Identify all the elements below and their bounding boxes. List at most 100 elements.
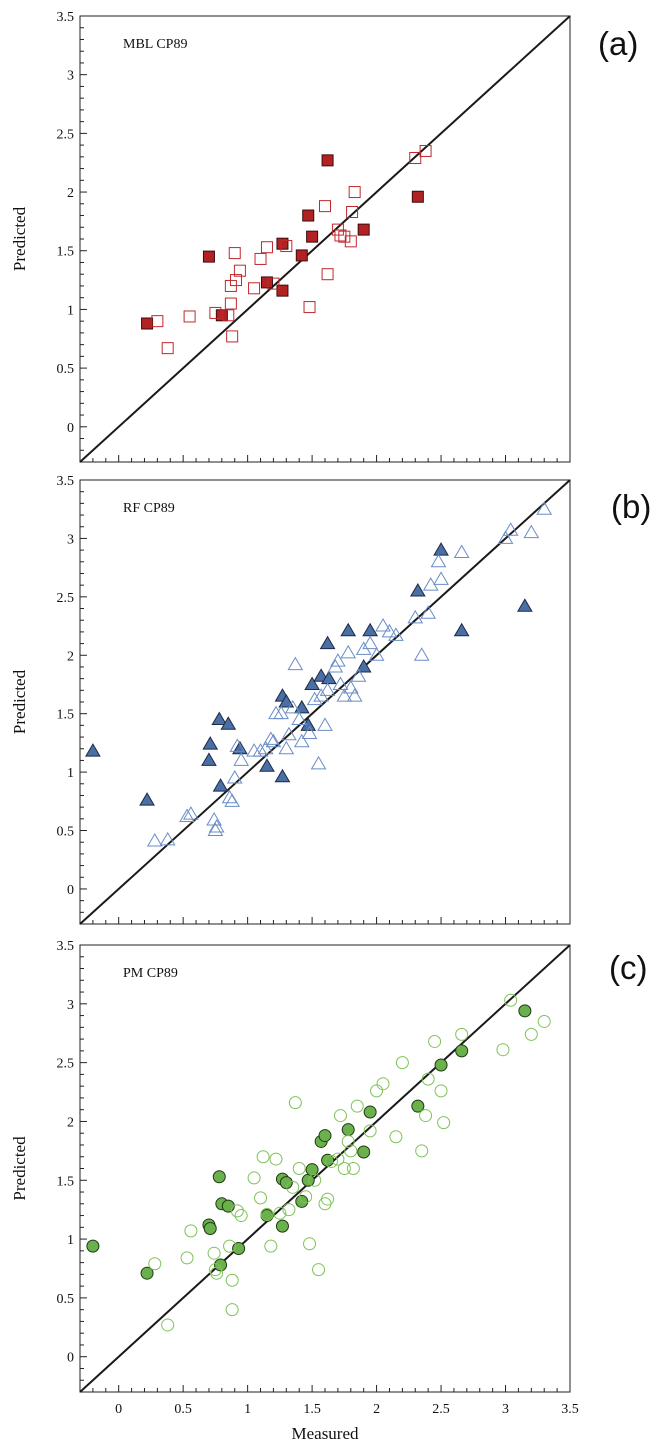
filled-triangle-point [319,635,336,650]
open-circle-point [333,1109,347,1123]
open-triangle-point [252,743,269,757]
x-axis-label: Measured [291,1424,359,1443]
filled-triangle-point [274,768,291,783]
y-tick-label: 0 [67,421,74,436]
filled-circle-point [518,1004,532,1018]
filled-square-point [302,209,315,222]
x-tick-label: 1 [244,1402,251,1417]
open-triangle-point [536,501,553,515]
filled-triangle-point [516,598,533,612]
filled-circle-point [411,1099,425,1113]
open-circle-point [331,1152,345,1166]
open-circle-point [389,1130,403,1144]
panel-annotation: PM CP89 [123,966,178,981]
open-circle-point [264,1239,278,1253]
filled-square-point [357,223,370,236]
filled-circle-point [275,1219,289,1233]
open-triangle-point [278,740,295,755]
open-square-point [222,309,235,322]
open-square-point [303,301,316,314]
open-triangle-point [523,524,540,539]
open-circle-point [308,1173,322,1187]
y-tick-label: 3 [67,998,74,1013]
open-circle-point [299,1190,313,1204]
open-circle-point [312,1263,326,1277]
x-tick-label: 3.5 [561,1402,579,1417]
open-circle-point [428,1034,442,1048]
filled-circle-point [203,1221,217,1235]
open-circle-point [254,1191,268,1205]
open-circle-point [303,1237,317,1251]
open-circle-point [210,1266,224,1280]
filled-circle-point [357,1145,371,1159]
y-axis-label: Predicted [10,206,29,271]
open-triangle-point [310,755,327,770]
open-triangle-point [233,752,250,766]
open-triangle-point [453,544,470,558]
open-circle-point [318,1197,332,1211]
open-circle-point [341,1134,355,1148]
open-triangle-point [226,769,243,784]
open-circle-point [321,1192,335,1206]
open-circle-point [346,1162,360,1175]
y-tick-label: 2 [67,649,74,664]
panel-annotation: MBL CP89 [123,37,187,52]
open-circle-point [344,1144,358,1158]
open-square-point [321,268,334,281]
open-triangle-point [413,647,430,661]
open-triangle-point [224,793,241,807]
open-square-point [254,252,267,265]
open-circle-point [288,1096,302,1110]
x-tick-label: 0 [115,1402,122,1417]
filled-triangle-point [259,758,275,772]
y-tick-label: 1 [67,766,74,781]
filled-square-point [276,284,289,297]
filled-square-point [215,309,228,322]
filled-circle-point [455,1044,469,1058]
y-tick-label: 1 [67,1233,74,1248]
open-circle-point [184,1224,198,1238]
open-circle-point [537,1014,551,1028]
filled-square-point [306,230,319,243]
filled-circle-point [279,1176,293,1190]
filled-circle-point [212,1170,226,1184]
x-tick-label: 0.5 [174,1402,192,1417]
filled-triangle-point [139,792,155,806]
open-triangle-point [146,833,163,847]
open-circle-point [524,1027,538,1041]
y-axis-label: Predicted [10,669,29,734]
open-circle-point [455,1027,469,1041]
panel-label-c: (c) [609,949,648,986]
identity-line [79,479,571,925]
open-triangle-point [179,808,195,823]
y-tick-label: 3 [67,532,74,547]
open-triangle-point [319,682,336,696]
open-circle-point [207,1246,221,1260]
filled-circle-point [434,1058,448,1072]
open-circle-point [496,1043,510,1057]
x-tick-label: 2.5 [432,1402,450,1417]
open-circle-point [292,1162,306,1175]
open-triangle-point [350,668,367,682]
filled-square-point [321,154,334,167]
filled-circle-point [363,1105,377,1119]
filled-circle-point [221,1199,235,1213]
open-triangle-point [375,618,391,632]
open-square-point [248,282,261,295]
open-circle-point [324,1154,338,1168]
open-circle-point [260,1207,274,1221]
x-tick-label: 3 [502,1402,509,1417]
filled-triangle-point [293,699,310,714]
open-circle-point [350,1099,364,1113]
open-square-point [280,240,293,253]
open-circle-point [225,1273,239,1287]
y-tick-label: 2 [67,186,74,201]
open-circle-point [269,1152,283,1166]
filled-circle-point [318,1129,332,1143]
filled-triangle-point [201,752,217,766]
filled-triangle-point [278,694,295,708]
open-square-point [344,235,357,248]
open-circle-point [234,1209,248,1223]
open-circle-point [363,1124,377,1138]
